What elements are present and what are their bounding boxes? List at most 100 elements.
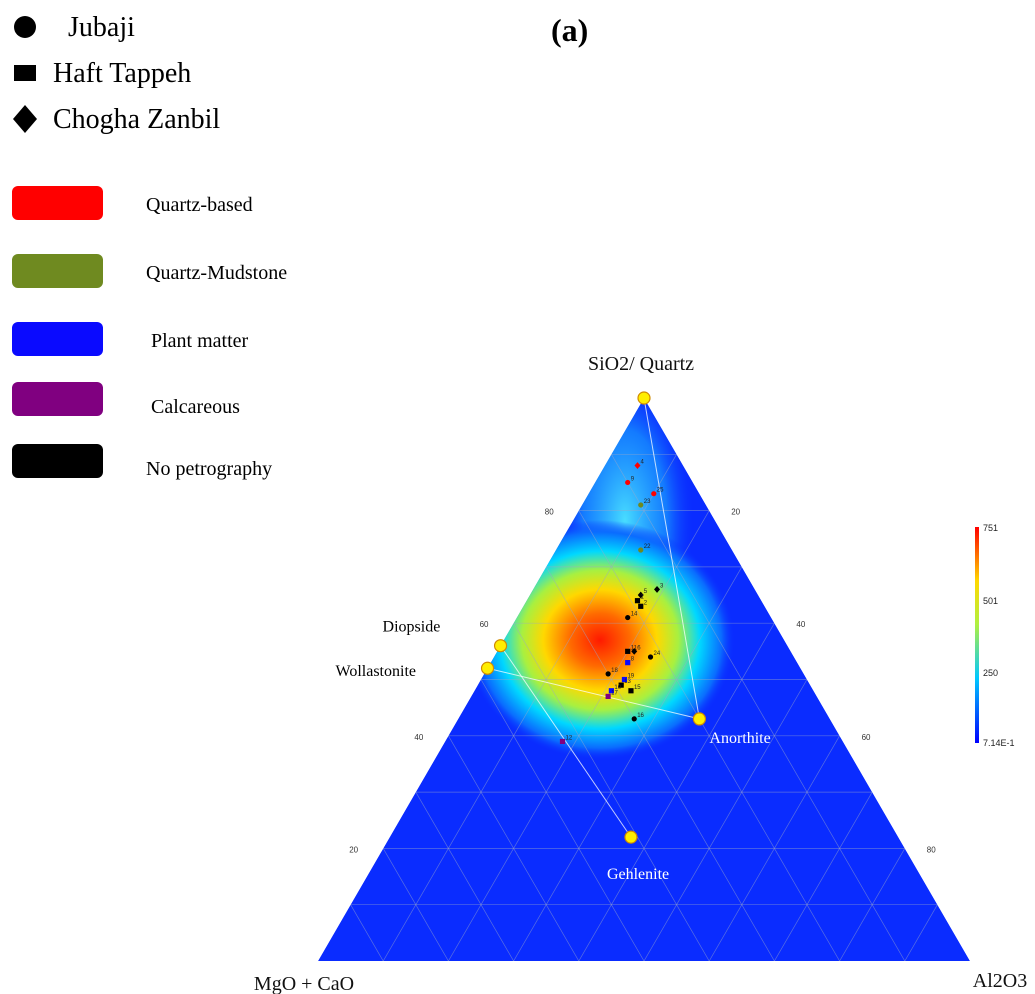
grid-line-al2o3-90 (904, 904, 938, 961)
grid-line-al2o3-30 (513, 566, 743, 961)
sample-point-2 (638, 603, 644, 609)
sample-point-13 (618, 682, 624, 688)
ternary-gridlines (350, 453, 938, 961)
mineral-marker-sio2-quartz (637, 391, 651, 405)
sample-point-18 (605, 671, 611, 677)
sample-point-3 (654, 586, 661, 593)
tick-left-80: 80 (545, 508, 554, 517)
mineral-label-diopside: Diopside (383, 619, 441, 636)
grid-line-mgocao-80 (382, 848, 449, 961)
legend-label-jubaji: Jubaji (68, 12, 135, 43)
sample-label-23: 23 (644, 499, 651, 505)
sample-point-14 (625, 614, 631, 621)
sample-point-25 (651, 491, 657, 497)
grid-line-mgocao-10 (611, 454, 906, 961)
colorbar (975, 527, 979, 743)
diamond-icon (13, 105, 37, 133)
panel-label: (a) (551, 12, 589, 48)
grid-line-mgocao-30 (545, 566, 775, 961)
tick-left-40: 40 (414, 733, 423, 742)
sample-label-18: 18 (611, 668, 618, 674)
swatch-label-quartz-based: Quartz-based (146, 194, 253, 216)
legend-circle-icon (12, 14, 38, 40)
sample-point-11 (625, 648, 631, 654)
swatch-quartz-mudstone (12, 254, 103, 288)
sample-label-13: 13 (624, 679, 631, 685)
axis-ticks: 20 40 60 80 20 40 60 80 (349, 508, 936, 855)
sample-label-8: 8 (631, 657, 635, 663)
legend-square-icon (12, 60, 38, 86)
swatch-plant-matter (12, 322, 103, 356)
tick-left-60: 60 (480, 620, 489, 629)
swatch-no-petrography (12, 444, 103, 478)
mineral-label-anorthite: Anorthite (709, 730, 770, 747)
sample-label-10: 10 (614, 685, 621, 691)
sample-point-19 (621, 676, 628, 683)
tick-right-60: 60 (862, 733, 871, 742)
sample-label-22: 22 (644, 544, 651, 550)
sample-label-24: 24 (654, 651, 661, 657)
sample-label-4: 4 (640, 460, 644, 466)
swatch-label-calcareous: Calcareous (151, 396, 240, 418)
tick-right-20: 20 (731, 508, 740, 517)
sample-point-4 (634, 462, 641, 469)
sample-point-1 (634, 598, 641, 604)
sample-point-9 (625, 479, 631, 486)
sample-label-3: 3 (660, 583, 664, 589)
sample-point-10 (608, 688, 614, 694)
grid-line-al2o3-10 (382, 454, 677, 961)
grid-line-mgocao-50 (480, 679, 645, 961)
colorbar-max-label: 751 (983, 523, 998, 533)
sample-label-17: 17 (611, 690, 618, 696)
reference-minerals: Diopside Wollastonite Anorthite Gehlenite (336, 391, 771, 883)
grid-line-mgocao-70 (415, 791, 514, 961)
vertex-label-left: MgO + CaO (254, 973, 354, 994)
sample-label-6: 6 (637, 645, 641, 651)
vertex-label-right: Al2O3 (973, 970, 1027, 992)
sample-point-17 (605, 693, 611, 699)
grid-line-al2o3-80 (839, 848, 906, 961)
tie-lines (487, 398, 700, 838)
mineral-marker-diopside (493, 639, 508, 653)
sample-point-16 (631, 716, 637, 722)
sample-point-6 (631, 647, 638, 655)
sample-point-23 (638, 502, 644, 508)
grid-line-mgocao-60 (448, 735, 580, 961)
swatch-calcareous (12, 382, 103, 416)
tie-line-0 (487, 667, 700, 720)
legend-label-haft-tappeh: Haft Tappeh (53, 58, 192, 89)
sample-label-1: 1 (640, 595, 644, 601)
square-icon (14, 65, 36, 81)
sample-label-9: 9 (631, 476, 635, 482)
circle-icon (14, 16, 36, 38)
sample-point-5 (637, 591, 644, 599)
colorbar-low-label: 250 (983, 668, 998, 678)
sample-label-2: 2 (644, 600, 648, 606)
sample-label-5: 5 (644, 589, 648, 595)
mineral-marker-wollastonite (480, 661, 495, 675)
swatch-label-plant-matter: Plant matter (151, 330, 249, 352)
sample-label-16: 16 (637, 713, 644, 719)
tie-line-1 (500, 645, 632, 838)
tick-left-20: 20 (349, 845, 358, 854)
tick-right-80: 80 (927, 845, 936, 854)
sample-point-8 (625, 660, 631, 666)
swatch-label-no-petrography: No petrography (146, 458, 273, 480)
sample-label-15: 15 (634, 685, 641, 691)
sample-point-12 (559, 738, 566, 745)
tick-right-40: 40 (796, 620, 805, 629)
grid-line-al2o3-50 (643, 679, 808, 961)
legend-diamond-icon (12, 105, 38, 133)
legend-label-chogha-zanbil: Chogha Zanbil (53, 104, 221, 135)
mineral-label-gehlenite: Gehlenite (607, 866, 669, 883)
vertex-label-top: SiO2/ Quartz (588, 353, 694, 375)
swatch-label-quartz-mudstone: Quartz-Mudstone (146, 262, 288, 284)
grid-line-mgocao-90 (350, 904, 384, 961)
density-hotspot (465, 520, 735, 760)
colorbar-mid-label: 501 (983, 596, 998, 606)
sample-point-24 (647, 654, 654, 660)
sample-label-25: 25 (657, 488, 664, 494)
colorbar-min-label: 7.14E-1 (983, 738, 1015, 748)
